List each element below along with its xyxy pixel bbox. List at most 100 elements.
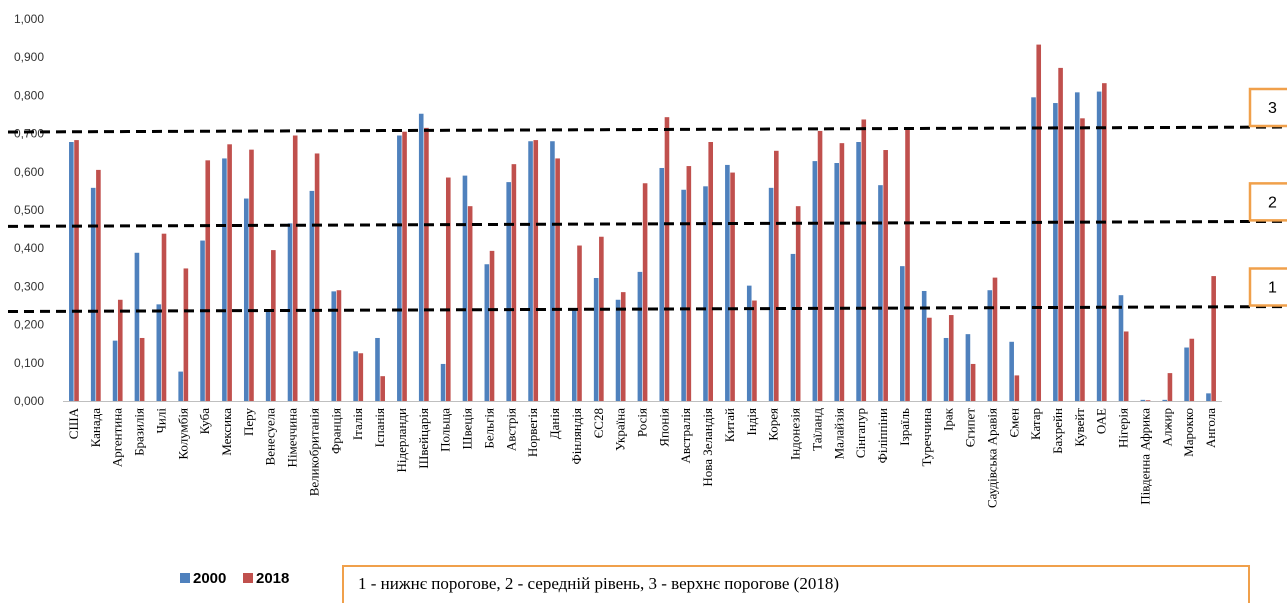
- x-tick-label: Індонезія: [788, 408, 803, 460]
- bar-2000: [69, 142, 74, 401]
- bar-2018: [730, 172, 735, 401]
- bar-2018: [1123, 331, 1129, 401]
- x-tick-label: Великобританія: [306, 408, 321, 496]
- x-tick-label: Норвегія: [525, 408, 540, 457]
- legend-swatch-2000: [180, 573, 190, 583]
- bar-2018: [380, 376, 385, 401]
- y-tick-label: 0,600: [14, 165, 44, 179]
- y-tick-label: 0,100: [14, 356, 44, 370]
- bar-2000: [703, 186, 708, 401]
- bar-2018: [96, 169, 101, 401]
- bar-2000: [222, 158, 227, 401]
- y-tick-label: 0,400: [14, 241, 44, 255]
- x-tick-label: Перу: [241, 408, 256, 436]
- x-axis: США Канада Аргентина Бразилія Чилі Колумбія Ку…: [63, 401, 1222, 508]
- bar-2000: [112, 340, 118, 401]
- x-tick-label: Катар: [1028, 408, 1043, 440]
- bar-2000: [571, 309, 577, 401]
- bar-2000: [681, 189, 686, 401]
- bar-2018: [424, 127, 429, 402]
- bar-2018: [292, 135, 298, 401]
- bar-2000: [834, 163, 840, 401]
- bar-2018: [577, 245, 582, 401]
- threshold-lines: 1 2 3: [7, 87, 1287, 314]
- x-tick-label: Італія: [350, 408, 365, 440]
- bar-2000: [1118, 295, 1124, 401]
- bar-2000: [659, 167, 665, 401]
- bar-2018: [533, 140, 539, 401]
- x-tick-label: Японія: [656, 408, 671, 447]
- bar-2018: [227, 144, 232, 401]
- bar-2000: [484, 264, 490, 401]
- bar-2000: [1031, 97, 1036, 401]
- bar-2018: [1080, 118, 1085, 401]
- bar-2018: [1211, 276, 1216, 401]
- x-tick-label: Іспанія: [372, 408, 387, 447]
- bar-2000: [200, 240, 205, 401]
- bar-2018: [445, 177, 451, 401]
- bar-2018: [599, 236, 604, 401]
- x-tick-label: Росія: [635, 408, 650, 437]
- bar-2000: [243, 198, 249, 401]
- bar-2018: [642, 183, 648, 401]
- bar-2000: [1053, 103, 1058, 401]
- y-tick-label: 0,000: [14, 394, 44, 408]
- bar-2000: [550, 141, 555, 402]
- bar-2000: [812, 161, 818, 401]
- bar-2018: [117, 299, 123, 401]
- bar-2018: [555, 158, 560, 401]
- x-tick-label: Південна Африка: [1137, 408, 1152, 505]
- bar-2000: [528, 141, 533, 402]
- bar-2018: [1102, 83, 1107, 402]
- bar-2018: [948, 315, 954, 401]
- bar-2018: [861, 119, 867, 401]
- bar-2000: [1162, 399, 1168, 401]
- x-tick-label: Австрія: [503, 408, 518, 451]
- x-tick-label: Україна: [613, 408, 628, 451]
- threshold-label-box-2: [1248, 182, 1287, 222]
- bar-2018: [336, 290, 342, 401]
- bar-2000: [921, 290, 927, 401]
- bar-2000: [790, 253, 796, 401]
- x-tick-label: Венесуела: [263, 408, 278, 466]
- x-tick-label: Ізраїль: [897, 408, 912, 446]
- y-tick-label: 1,000: [14, 12, 44, 26]
- bar-2018: [1189, 338, 1195, 401]
- bar-2000: [768, 187, 774, 401]
- bar-2018: [905, 129, 910, 402]
- bar-2000: [1140, 399, 1146, 401]
- x-tick-label: Мексика: [219, 408, 234, 456]
- x-tick-label: Куба: [197, 408, 212, 435]
- bar-2018: [511, 164, 517, 401]
- x-tick-label: Данія: [547, 408, 562, 439]
- bar-2018: [467, 206, 473, 401]
- x-tick-label: Туреччина: [919, 408, 934, 467]
- bar-2018: [686, 166, 692, 401]
- bar-2018: [992, 277, 998, 401]
- x-tick-label: Сінгапур: [853, 408, 868, 458]
- bar-2000: [987, 290, 993, 401]
- bar-2018: [249, 149, 254, 401]
- x-tick-label: Швеція: [460, 408, 475, 450]
- bars: [69, 44, 1216, 402]
- bar-2018: [161, 233, 167, 401]
- x-tick-label: ОАЕ: [1094, 408, 1109, 434]
- x-tick-label: Австралія: [678, 408, 693, 464]
- y-tick-label: 0,700: [14, 127, 44, 141]
- bar-2018: [358, 353, 364, 401]
- x-tick-label: Марокко: [1181, 408, 1196, 457]
- legend: 2000 2018: [180, 570, 289, 587]
- bar-2018: [314, 153, 320, 401]
- bar-2018: [1167, 373, 1173, 401]
- x-tick-label: Таїланд: [809, 408, 824, 451]
- bar-2000: [440, 363, 446, 401]
- x-tick-label: Франція: [328, 408, 343, 454]
- bar-2000: [265, 309, 271, 401]
- y-tick-label: 0,300: [14, 279, 44, 293]
- bar-2000: [353, 351, 358, 401]
- bar-2000: [725, 164, 730, 401]
- bar-2018: [620, 292, 626, 401]
- bar-2000: [965, 334, 971, 401]
- bar-2000: [900, 266, 905, 401]
